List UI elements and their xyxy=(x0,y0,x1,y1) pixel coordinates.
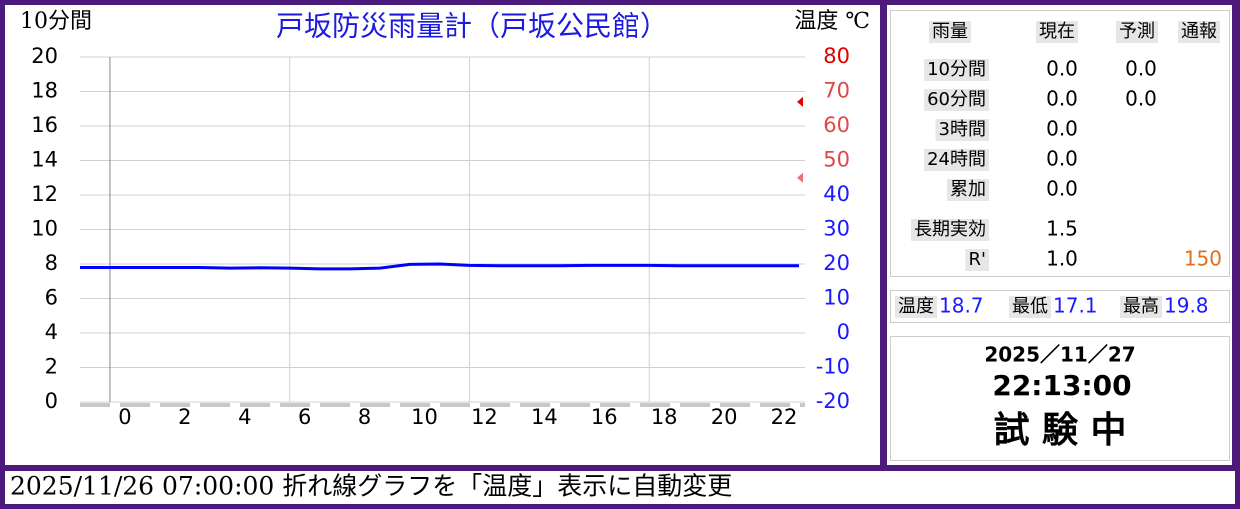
y2-axis-label: 温度 ℃ xyxy=(794,9,870,34)
y-tick-label: 0 xyxy=(45,389,58,413)
x-tick-label: 4 xyxy=(238,405,251,429)
marker xyxy=(797,96,803,107)
current-value: 1.5 xyxy=(1046,217,1078,241)
temperature-line xyxy=(80,262,800,271)
y-tick-label: 16 xyxy=(31,113,58,137)
label-bg xyxy=(1009,296,1051,318)
divider xyxy=(880,2,887,468)
y2-tick-label: 20 xyxy=(823,251,850,275)
x-tick-label: 16 xyxy=(591,405,618,429)
x-tick-label: 2 xyxy=(178,405,191,429)
label: 最低 xyxy=(1012,296,1048,317)
time: 22:13:00 xyxy=(992,369,1131,402)
x-tick-label: 0 xyxy=(118,405,131,429)
x-tick-label: 6 xyxy=(298,405,311,429)
y-tick-label: 20 xyxy=(31,44,58,68)
date: 2025／11／27 xyxy=(984,343,1135,367)
label-bg xyxy=(1036,21,1078,43)
label: 通報 xyxy=(1181,21,1217,42)
y-tick-label: 10 xyxy=(31,217,58,241)
status: 試 験 中 xyxy=(993,410,1126,451)
y2-tick-label: 30 xyxy=(823,217,850,241)
temp-panel xyxy=(890,290,1230,323)
label-bg xyxy=(911,219,989,241)
current-value: 0.0 xyxy=(1046,117,1078,141)
label-bg xyxy=(929,21,971,43)
x-tick-label: 20 xyxy=(711,405,738,429)
current-value: 0.0 xyxy=(1046,147,1078,171)
marker xyxy=(797,172,803,183)
label-bg xyxy=(965,249,989,271)
y2-tick-label: -20 xyxy=(816,389,850,413)
y-tick-label: 2 xyxy=(45,355,58,379)
y2-tick-label: 80 xyxy=(823,44,850,68)
y-tick-label: 6 xyxy=(45,286,58,310)
report-value: 150 xyxy=(1184,247,1222,271)
y-axis-label: 10分間 xyxy=(20,9,92,34)
current-value: 0.0 xyxy=(1046,87,1078,111)
x-tick-label: 22 xyxy=(771,405,798,429)
current-value: 0.0 xyxy=(1046,57,1078,81)
y-tick-label: 14 xyxy=(31,148,58,172)
label-bg xyxy=(1116,21,1158,43)
rain-panel xyxy=(890,10,1230,277)
chart-title: 戸坂防災雨量計（戸坂公民館） xyxy=(276,10,668,43)
x-tick-label: 8 xyxy=(358,405,371,429)
y2-tick-label: -10 xyxy=(816,355,850,379)
label-bg xyxy=(947,179,989,201)
y2-tick-label: 0 xyxy=(837,320,850,344)
divider xyxy=(1232,2,1238,468)
label: 10分間 xyxy=(927,59,986,80)
label: 現在 xyxy=(1039,21,1075,42)
status-message: 2025/11/26 07:00:00 折れ線グラフを「温度」表示に自動変更 xyxy=(10,472,732,501)
label: 雨量 xyxy=(932,21,968,42)
temp-value: 17.1 xyxy=(1053,294,1098,318)
y2-tick-label: 40 xyxy=(823,182,850,206)
label-bg xyxy=(924,89,989,111)
label: R' xyxy=(969,249,986,270)
label: 長期実効 xyxy=(914,219,986,240)
y-tick-label: 18 xyxy=(31,79,58,103)
temp-value: 18.7 xyxy=(939,294,984,318)
label-bg xyxy=(924,149,989,171)
temp-value: 19.8 xyxy=(1164,294,1209,318)
label-bg xyxy=(1178,21,1220,43)
label: 24時間 xyxy=(927,149,986,170)
current-value: 1.0 xyxy=(1046,247,1078,271)
label-bg xyxy=(1120,296,1162,318)
y-tick-label: 4 xyxy=(45,320,58,344)
label-bg xyxy=(924,59,989,81)
x-tick-label: 18 xyxy=(651,405,678,429)
current-value: 0.0 xyxy=(1046,177,1078,201)
label: 予測 xyxy=(1119,21,1155,42)
x-tick-label: 14 xyxy=(531,405,558,429)
divider xyxy=(2,465,1238,471)
y2-tick-label: 10 xyxy=(823,286,850,310)
label: 最高 xyxy=(1123,296,1159,317)
label: 3時間 xyxy=(939,119,986,140)
forecast-value: 0.0 xyxy=(1125,57,1157,81)
label-bg xyxy=(895,296,937,318)
y2-tick-label: 60 xyxy=(823,113,850,137)
label: 温度 xyxy=(898,296,934,317)
label: 60分間 xyxy=(927,89,986,110)
y-tick-label: 8 xyxy=(45,251,58,275)
x-tick-label: 10 xyxy=(411,405,438,429)
y-tick-label: 12 xyxy=(31,182,58,206)
label: 累加 xyxy=(950,179,986,200)
x-tick-label: 12 xyxy=(471,405,498,429)
y2-tick-label: 50 xyxy=(823,148,850,172)
clock-panel xyxy=(890,336,1230,461)
label-bg xyxy=(935,119,989,141)
y2-tick-label: 70 xyxy=(823,79,850,103)
forecast-value: 0.0 xyxy=(1125,87,1157,111)
